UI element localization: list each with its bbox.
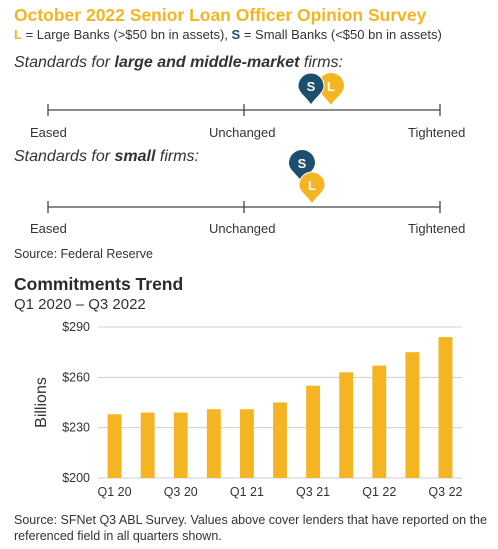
page-title: October 2022 Senior Loan Officer Opinion… [14,5,427,25]
y-tick-label: $260 [62,370,90,384]
bar [239,409,254,478]
bar [173,412,188,478]
chart-title: Commitments Trend [14,274,184,294]
small-firms-scale: S L [47,150,441,213]
bar [273,402,287,478]
legend-l-text: = Large Banks (>$50 bn in assets), [21,27,232,42]
legend-s-key: S [231,27,241,42]
scale-label-tightened: Tightened [408,221,466,236]
small-banks-marker-large-scale: S [297,72,325,106]
marker-l-label: L [308,178,316,193]
small-heading-post: firms: [155,148,199,165]
y-tick-label: $290 [62,320,90,334]
commitments-bar-chart: $200 $230 $260 $290 Billions Q1 20 Q3 20 Q1 21 Q… [33,320,463,499]
x-tick-label: Q3 21 [296,485,330,499]
bar [405,352,420,478]
scale-label-eased: Eased [30,125,67,140]
legend-line: L = Large Banks (>$50 bn in assets), S =… [14,27,442,42]
small-firms-heading: Standards for small firms: [14,148,199,166]
scale-label-eased: Eased [30,221,67,236]
bar [372,365,387,478]
x-tick-label: Q1 20 [98,485,132,499]
bar [206,409,221,478]
legend-l-key: L [14,27,22,42]
marker-s-label: S [307,79,316,94]
large-heading-bold: large and middle-market [114,54,300,71]
bar [140,412,155,478]
large-firms-heading: Standards for large and middle-market fi… [14,54,343,72]
y-tick-label: $230 [62,421,90,435]
large-banks-marker-large-scale: L [318,73,344,105]
bar [438,337,453,478]
large-banks-marker-small-scale: L [298,171,326,205]
x-tick-label: Q3 20 [164,485,198,499]
y-tick-label: $200 [62,471,90,485]
bar [306,385,321,478]
large-firms-scale: L S [47,72,441,116]
small-heading-pre: Standards for [14,148,115,165]
y-axis-label: Billions [33,377,50,428]
bar [107,414,122,478]
chart-subtitle: Q1 2020 – Q3 2022 [14,296,146,313]
marker-l-label: L [327,79,335,94]
large-heading-pre: Standards for [14,54,115,71]
scale-label-tightened: Tightened [408,125,466,140]
bar [339,372,354,478]
survey-source: Source: Federal Reserve [14,247,153,261]
x-tick-label: Q1 22 [362,485,396,499]
chart-footnote: Source: SFNet Q3 ABL Survey. Values abov… [14,513,487,543]
marker-s-label: S [298,156,307,171]
x-tick-label: Q3 22 [428,485,462,499]
x-tick-label: Q1 21 [230,485,264,499]
small-heading-bold: small [114,148,156,165]
scale-label-unchanged: Unchanged [209,125,276,140]
legend-s-text: = Small Banks (<$50 bn in assets) [240,27,442,42]
scale-label-unchanged: Unchanged [209,221,276,236]
large-heading-post: firms: [299,54,343,71]
